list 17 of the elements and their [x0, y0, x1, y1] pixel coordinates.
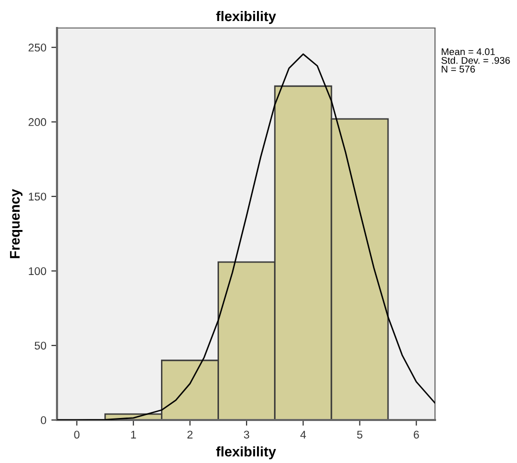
x-tick-label: 4 — [300, 430, 306, 438]
y-tick-label: 250 — [28, 44, 46, 52]
text: Mean = 4.01 Std. Dev. = .936 N = 576 — [441, 48, 510, 73]
x-axis-title: flexibility — [216, 446, 276, 460]
chart-title: flexibility — [216, 10, 276, 24]
y-axis-title: Frequency — [10, 188, 22, 258]
x-tick-label: 2 — [187, 430, 193, 438]
x-tick-label: 3 — [244, 430, 250, 439]
x-tick-label: 5 — [357, 430, 362, 439]
y-tick-label: 150 — [28, 192, 46, 201]
y-tick-label: 50 — [34, 342, 46, 350]
y-tick-label: 0 — [40, 416, 46, 424]
x-tick-label: 1 — [131, 430, 136, 438]
y-tick-label: 100 — [28, 267, 46, 276]
x-tick-label: 0 — [74, 430, 80, 439]
x-tick-label: 6 — [414, 430, 419, 439]
y-tick-label: 200 — [28, 118, 46, 126]
